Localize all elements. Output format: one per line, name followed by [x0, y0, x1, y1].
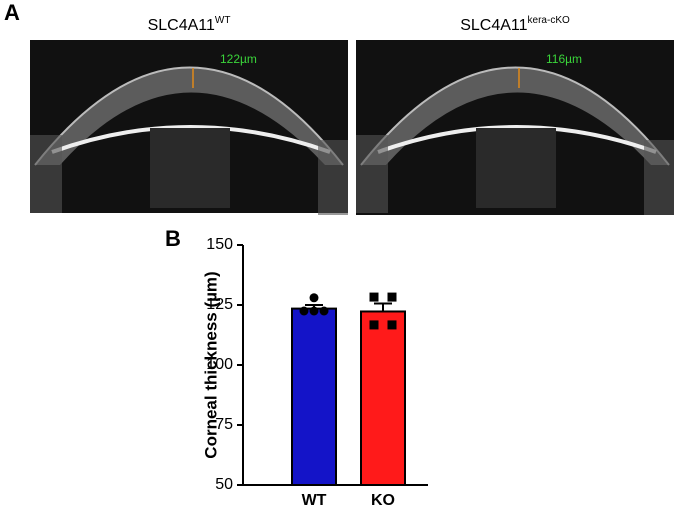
x-tick-label: WT: [302, 492, 327, 509]
bar: [291, 307, 337, 486]
panel-label: A: [4, 0, 20, 25]
title-superscript: WT: [215, 15, 231, 26]
y-tick-label: 150: [206, 236, 233, 253]
data-point: [387, 320, 397, 330]
measurement: 116µm: [546, 52, 582, 66]
y-tick-label: 100: [206, 356, 233, 373]
title-text: SLC4A11: [460, 17, 527, 34]
y-tick-label: 75: [215, 416, 233, 433]
oct-image: 116µm: [356, 40, 674, 215]
bar: [360, 310, 406, 487]
x-tick-label: KO: [371, 492, 395, 509]
panel-label: B: [165, 226, 181, 251]
data-point: [387, 292, 397, 302]
image-title: SLC4A11WT: [148, 15, 231, 35]
y-axis-label: Corneal thickness (µm): [201, 271, 220, 458]
data-point: [309, 306, 319, 316]
measurement: 122µm: [220, 52, 257, 66]
data-point: [319, 306, 329, 316]
error-bar: [374, 302, 392, 312]
data-point: [299, 306, 309, 316]
title-text: SLC4A11: [148, 17, 215, 34]
oct-image: 122µm: [30, 40, 348, 215]
y-tick-label: 125: [206, 296, 233, 313]
y-tick-label: 50: [215, 476, 233, 493]
title-superscript: kera-cKO: [528, 15, 570, 26]
image-title: SLC4A11kera-cKO: [460, 15, 570, 35]
data-point: [369, 320, 379, 330]
data-point: [369, 292, 379, 302]
data-point: [309, 293, 319, 303]
